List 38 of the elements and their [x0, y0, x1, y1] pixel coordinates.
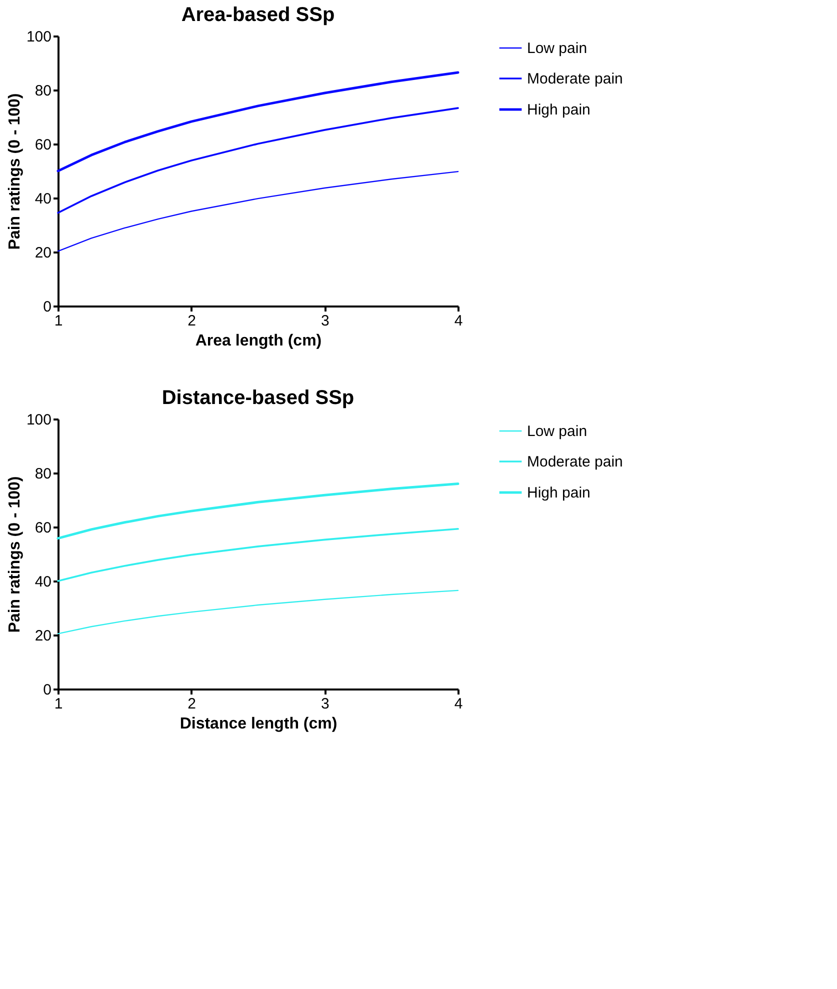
x-tick-label: 3	[320, 696, 330, 712]
legend-label: Low pain	[527, 423, 588, 440]
y-tick-label: 40	[34, 190, 52, 208]
x-tick-label: 4	[454, 312, 463, 330]
x-tick-label: 4	[454, 696, 463, 712]
x-tick-label: 2	[188, 312, 196, 330]
legend-label: Moderate pain	[527, 70, 623, 88]
line-series	[56, 71, 460, 172]
y-axis-title: Pain ratings (0 - 100)	[6, 476, 24, 633]
y-tick-label: 100	[26, 28, 52, 46]
y-tick-label: 20	[34, 628, 52, 644]
x-tick-label: 1	[54, 312, 63, 330]
x-tick-label: 1	[54, 696, 63, 712]
chart-title: Distance-based SSp	[162, 387, 354, 409]
chart-title: Area-based SSp	[181, 4, 335, 26]
x-axis-title: Distance length (cm)	[180, 716, 338, 732]
y-tick-label: 60	[34, 136, 52, 154]
y-tick-label: 60	[34, 520, 52, 536]
y-tick-label: 0	[43, 682, 52, 698]
y-tick-label: 80	[34, 82, 52, 100]
line-series	[57, 528, 459, 582]
y-tick-label: 80	[34, 466, 52, 482]
line-series	[57, 170, 459, 252]
y-tick-label: 0	[43, 298, 52, 316]
x-tick-label: 2	[188, 696, 196, 712]
legend-label: Moderate pain	[527, 454, 623, 470]
y-tick-label: 20	[34, 244, 52, 262]
x-tick-label: 3	[320, 312, 330, 330]
y-tick-label: 40	[34, 574, 52, 590]
y-axis-title: Pain ratings (0 - 100)	[6, 93, 24, 250]
line-series	[57, 107, 459, 214]
legend-label: Low pain	[527, 40, 588, 57]
line-series	[56, 482, 460, 540]
x-axis-title: Area length (cm)	[195, 332, 322, 350]
legend-label: High pain	[527, 484, 590, 502]
line-series	[57, 590, 459, 634]
legend-label: High pain	[527, 102, 590, 118]
y-tick-label: 100	[26, 412, 52, 428]
